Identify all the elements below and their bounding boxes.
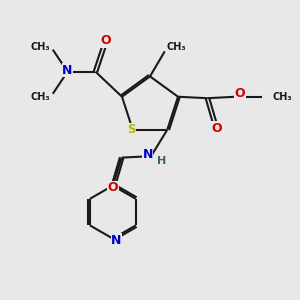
Text: O: O bbox=[107, 182, 118, 194]
Text: H: H bbox=[157, 156, 166, 166]
Text: S: S bbox=[127, 123, 136, 136]
Text: CH₃: CH₃ bbox=[272, 92, 292, 102]
Text: O: O bbox=[100, 34, 111, 47]
Text: N: N bbox=[142, 148, 153, 161]
Text: N: N bbox=[62, 64, 73, 77]
Text: CH₃: CH₃ bbox=[30, 92, 50, 102]
Text: N: N bbox=[111, 234, 122, 247]
Text: O: O bbox=[211, 122, 222, 135]
Text: O: O bbox=[235, 87, 245, 100]
Text: CH₃: CH₃ bbox=[30, 42, 50, 52]
Text: CH₃: CH₃ bbox=[166, 42, 186, 52]
